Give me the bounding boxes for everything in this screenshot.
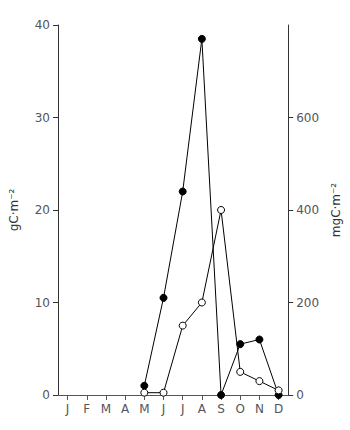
svg-text:gC·m⁻²: gC·m⁻²	[7, 188, 21, 231]
svg-text:D: D	[274, 402, 283, 416]
svg-text:mgC·m⁻²: mgC·m⁻²	[329, 183, 343, 238]
svg-text:O: O	[236, 402, 245, 416]
svg-text:M: M	[101, 402, 111, 416]
svg-text:A: A	[121, 402, 130, 416]
svg-text:600: 600	[296, 111, 319, 125]
svg-text:J: J	[161, 402, 166, 416]
svg-text:200: 200	[296, 296, 319, 310]
svg-text:S: S	[217, 402, 225, 416]
svg-text:30: 30	[35, 111, 50, 125]
svg-text:A: A	[198, 402, 207, 416]
svg-text:F: F	[83, 402, 90, 416]
svg-text:400: 400	[296, 203, 319, 217]
svg-text:10: 10	[35, 296, 50, 310]
svg-text:J: J	[180, 402, 185, 416]
svg-text:0: 0	[42, 388, 50, 402]
svg-text:0: 0	[296, 388, 304, 402]
svg-text:N: N	[255, 402, 264, 416]
svg-text:20: 20	[35, 203, 50, 217]
svg-text:J: J	[65, 402, 70, 416]
svg-text:40: 40	[35, 18, 50, 32]
svg-text:M: M	[139, 402, 149, 416]
